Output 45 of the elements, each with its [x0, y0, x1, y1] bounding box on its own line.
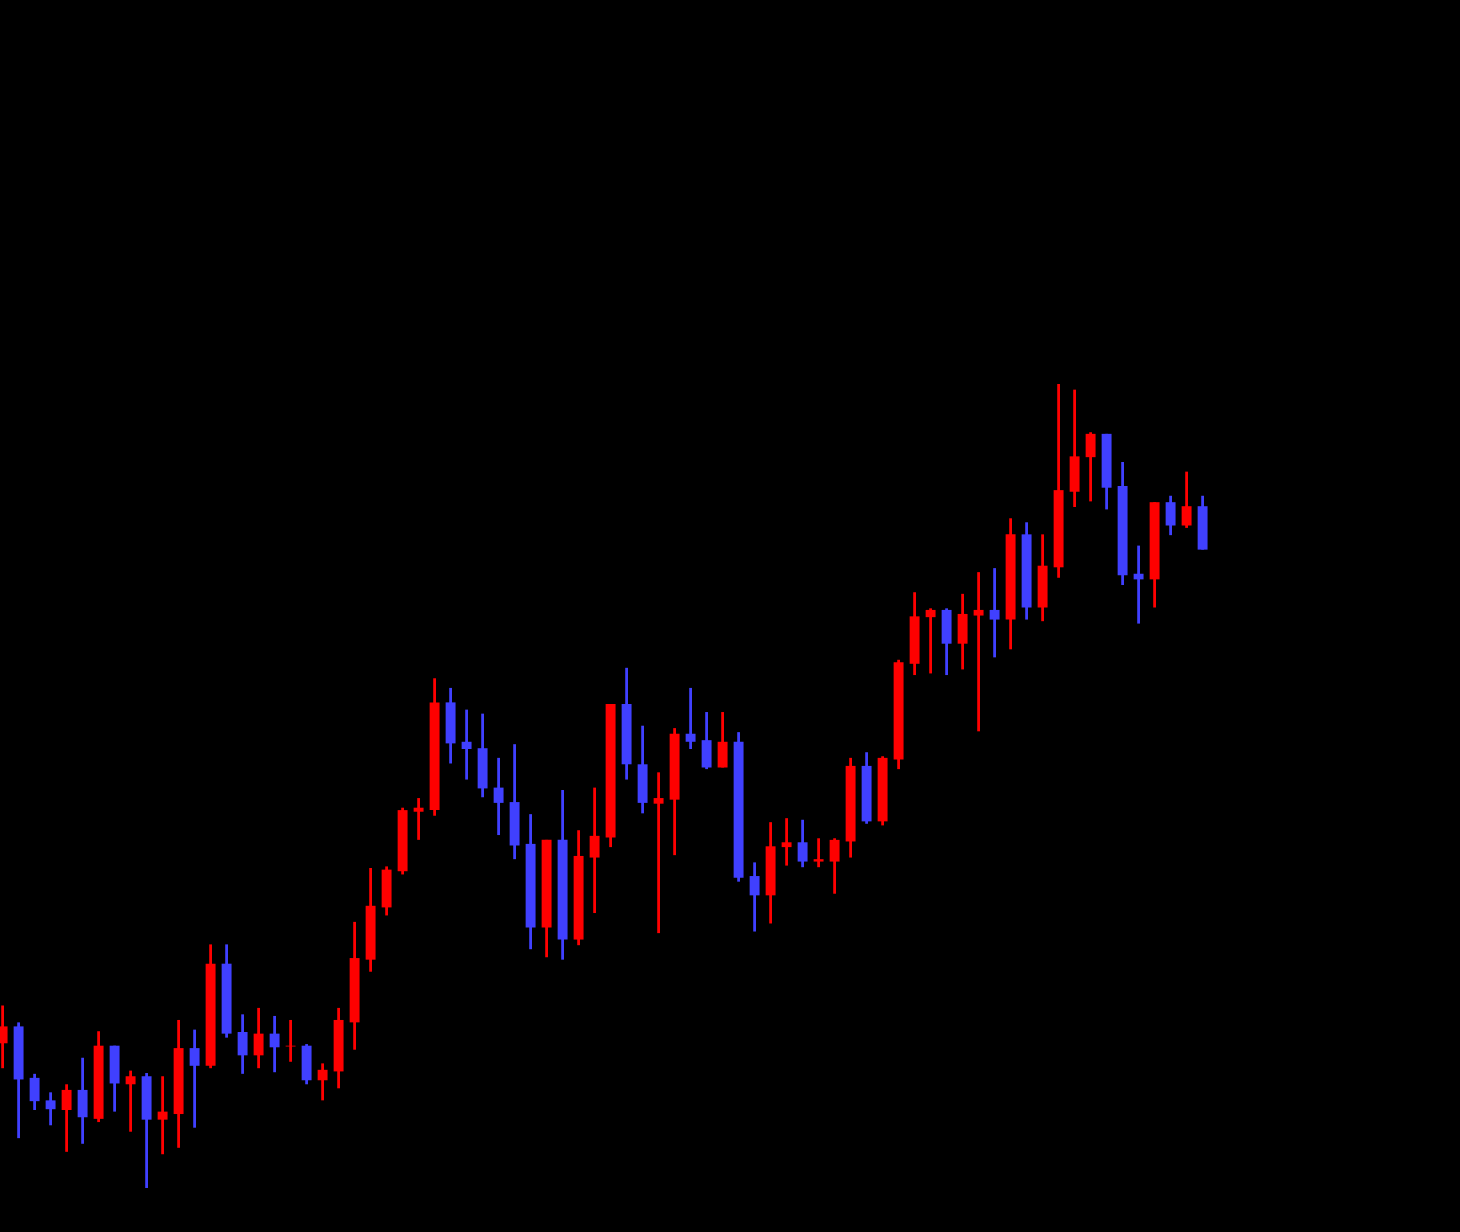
candlestick: [157, 1074, 168, 1156]
candlestick: [685, 686, 696, 751]
candlestick: [637, 724, 648, 815]
candlestick: [589, 786, 600, 915]
candlestick: [269, 1014, 280, 1074]
candlestick: [493, 756, 504, 837]
candlestick: [61, 1082, 72, 1154]
candlestick: [461, 708, 472, 781]
candlestick: [125, 1069, 136, 1134]
candlestick: [829, 836, 840, 896]
candlestick: [381, 865, 392, 917]
candlestick: [0, 1004, 8, 1070]
candlestick: [813, 836, 824, 869]
candlestick: [797, 818, 808, 869]
candlestick: [1069, 388, 1080, 509]
candlestick: [1037, 532, 1048, 623]
candlestick: [477, 712, 488, 799]
candlestick: [317, 1061, 328, 1102]
candlestick: [653, 770, 664, 935]
candlestick: [973, 570, 984, 733]
candlestick: [717, 710, 728, 769]
candlestick: [237, 1012, 248, 1076]
candlestick: [109, 1044, 120, 1114]
candlestick: [413, 796, 424, 842]
candlestick: [781, 816, 792, 867]
candlestick: [301, 1042, 312, 1086]
candlestick: [941, 606, 952, 677]
candlestick: [701, 710, 712, 771]
candlestick: [1085, 430, 1096, 503]
candlestick: [925, 606, 936, 675]
candlestick: [1197, 494, 1208, 552]
candlestick: [253, 1006, 264, 1070]
candlestick: [957, 592, 968, 671]
candlestick: [189, 1028, 200, 1130]
candlestick: [509, 742, 520, 861]
candlestick: [1165, 494, 1176, 537]
candlestick: [749, 860, 760, 933]
candlestick: [29, 1072, 40, 1112]
candlestick: [141, 1071, 152, 1190]
candlestick: [909, 590, 920, 677]
candlestick: [77, 1056, 88, 1146]
candlestick: [989, 566, 1000, 659]
candlestick: [45, 1090, 56, 1127]
candlestick: [1181, 470, 1192, 530]
candlestick: [445, 686, 456, 765]
